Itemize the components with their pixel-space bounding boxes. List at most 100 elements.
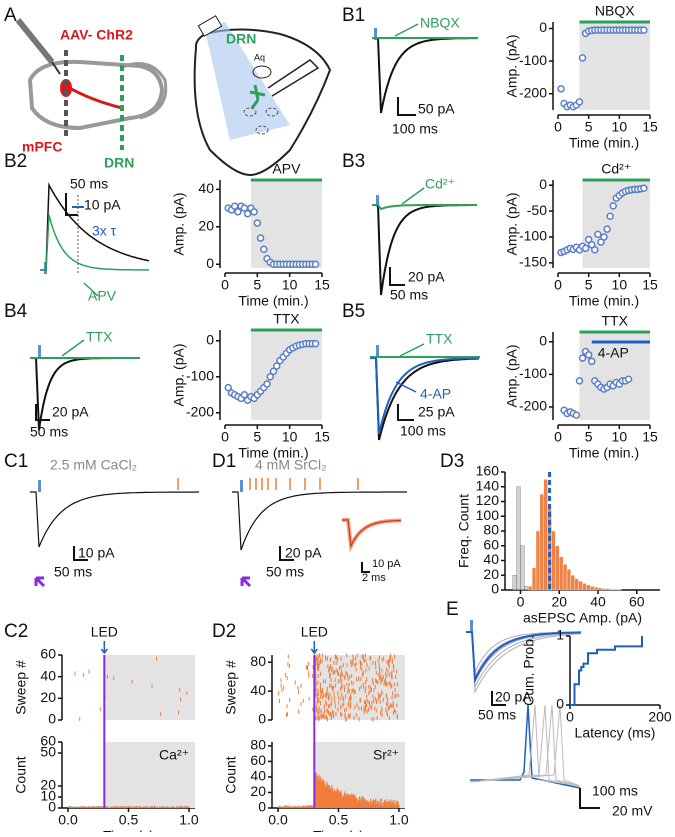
x-axis-label: Time (min.) — [569, 135, 639, 151]
histogram-bar — [594, 587, 598, 590]
y-tick-label: 60 — [250, 752, 266, 768]
y-tick-label: -100 — [186, 368, 214, 384]
count-bar — [169, 807, 170, 808]
x-tick-label: 5 — [585, 119, 593, 135]
histogram-bar — [563, 564, 567, 590]
treatment-label: TTX — [273, 311, 300, 327]
count-bar — [141, 807, 142, 808]
count-bar — [105, 806, 106, 808]
y-tick-label: 40 — [250, 768, 266, 784]
histogram-bar — [517, 487, 521, 590]
x-tick-label: 5 — [585, 277, 593, 293]
y-tick-label: -200 — [186, 404, 214, 420]
data-point — [258, 235, 264, 241]
histogram-bar — [602, 589, 606, 590]
scale-label: 50 pA — [418, 101, 455, 117]
drug-label: Cd²⁺ — [425, 176, 455, 192]
scale-bar — [398, 97, 416, 115]
data-point — [641, 27, 647, 33]
count-bar — [135, 806, 136, 808]
x-tick-label: 5 — [253, 429, 261, 445]
x-axis-label: Time (s) — [313, 828, 364, 832]
arrow — [36, 578, 44, 586]
x-tick-label: 5 — [253, 277, 261, 293]
histogram-bar — [540, 494, 544, 590]
scale-bar — [390, 267, 405, 285]
histogram-bar — [552, 531, 556, 590]
count-bar — [80, 807, 81, 808]
scale-bar — [398, 404, 414, 420]
x-axis-label: Time (min.) — [238, 445, 308, 461]
stimulus-marker — [38, 345, 41, 357]
y-tick-label: 80 — [250, 737, 266, 753]
data-point — [261, 246, 267, 252]
y-axis-label: Freq. Count — [456, 494, 472, 568]
panel-label: C1 — [4, 451, 28, 472]
data-point — [601, 234, 607, 240]
stimulus-marker — [38, 480, 41, 492]
drug-label: TTX — [426, 331, 453, 347]
count-bar — [157, 807, 158, 808]
y-tick-label: 20 — [198, 218, 214, 234]
y-tick-label: 0 — [556, 696, 564, 712]
x-axis-label: Time (min.) — [238, 293, 308, 309]
panel-label: E — [446, 599, 459, 620]
y-tick-label: 0 — [206, 332, 214, 348]
histogram-bar — [521, 546, 525, 590]
histogram-bar — [617, 589, 621, 590]
scale-label: 100 ms — [400, 423, 446, 439]
x-tick-label: 60 — [629, 594, 645, 610]
stimulus-label: LED — [301, 624, 328, 640]
y-tick-label: 120 — [476, 492, 500, 508]
data-point — [580, 355, 586, 361]
x-tick-label: 10 — [282, 277, 298, 293]
stimulus-marker — [240, 480, 243, 492]
data-point — [573, 412, 579, 418]
count-bar — [159, 806, 160, 808]
treatment-label: 4-AP — [598, 345, 629, 361]
y-tick-label: 140 — [476, 477, 500, 493]
y-axis-label: Amp. (pA) — [504, 344, 520, 407]
scale-label: 50 ms — [390, 287, 428, 303]
y-tick-label: 0 — [491, 581, 499, 597]
y-tick-label: 0 — [258, 711, 266, 727]
y-tick-label: -100 — [519, 365, 547, 381]
x-tick-label: 15 — [314, 277, 330, 293]
y-axis-label: Count — [223, 756, 239, 793]
pointer — [400, 344, 424, 356]
treatment-shade — [579, 22, 650, 110]
y-axis-label: Sweep # — [223, 660, 239, 715]
x-axis-label: Time (min.) — [569, 293, 639, 309]
histogram-bar — [536, 531, 540, 590]
histogram-bar — [567, 569, 571, 590]
scale-label: 2 ms — [362, 572, 386, 584]
y-axis-label: Count — [13, 756, 29, 793]
x-tick-label: 1.0 — [179, 812, 199, 828]
y-tick-label: 20 — [250, 783, 266, 799]
y-tick-label: 0 — [48, 711, 56, 727]
data-point — [592, 247, 598, 253]
data-point — [558, 86, 564, 92]
x-axis-label: Time (min.) — [569, 445, 639, 461]
panel-label: D1 — [212, 451, 236, 472]
panel-label: A — [4, 5, 17, 26]
histogram-bar — [590, 586, 594, 590]
data-point — [313, 341, 319, 347]
y-tick-label: 80 — [250, 653, 266, 669]
y-tick-label: -100 — [519, 52, 547, 68]
count-bar — [77, 806, 78, 808]
y-tick-label: 0 — [539, 19, 547, 35]
treatment-label: TTX — [602, 313, 629, 329]
x-tick-label: 15 — [642, 119, 658, 135]
count-bar — [185, 806, 186, 808]
drug-label: NBQX — [420, 15, 460, 31]
y-tick-label: 40 — [483, 551, 499, 567]
data-point — [589, 358, 595, 364]
histogram-bar — [559, 557, 563, 590]
histogram-bar — [532, 568, 536, 590]
histogram-bar — [598, 588, 602, 590]
scale-label: 20 mV — [612, 803, 653, 819]
panel-label: B1 — [342, 5, 365, 26]
x-tick-label: 10 — [612, 277, 628, 293]
histogram-bar — [528, 586, 532, 590]
